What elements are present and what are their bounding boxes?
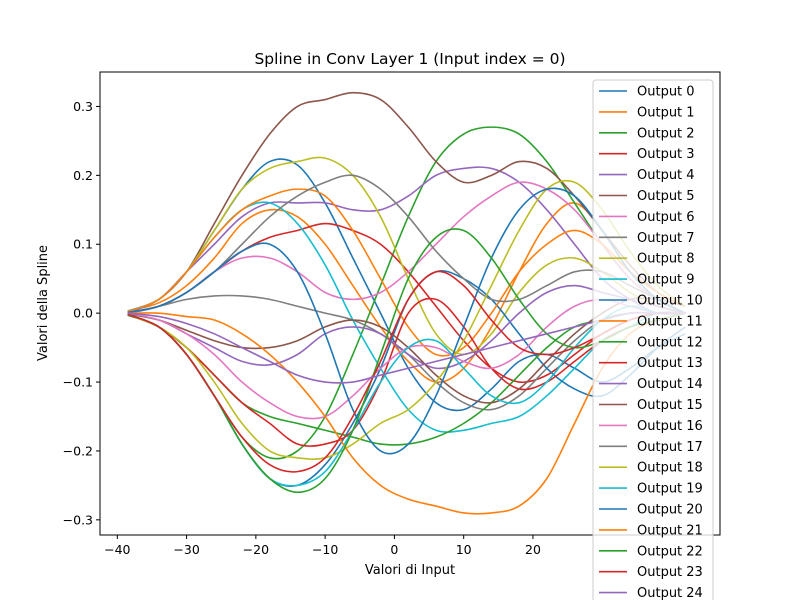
series-line-20	[127, 187, 686, 455]
legend-entry: Output 4	[637, 168, 695, 183]
y-axis: −0.3 −0.2 −0.1 0.0 0.1 0.2 0.3	[63, 99, 100, 527]
legend-entry: Output 5	[637, 189, 695, 204]
legend-entry: Output 11	[637, 314, 703, 329]
legend-entry: Output 18	[637, 461, 703, 476]
y-tick-label: −0.3	[63, 512, 93, 527]
legend-entry: Output 17	[637, 440, 703, 455]
legend-entry: Output 24	[637, 586, 703, 600]
x-tick-label: 20	[525, 542, 541, 557]
y-axis-label: Valori della Spline	[36, 245, 51, 361]
plot-frame	[99, 71, 721, 536]
legend-entry: Output 22	[637, 544, 703, 559]
legend-entry: Output 14	[637, 377, 703, 392]
legend-box	[592, 79, 714, 600]
legend-entry: Output 21	[637, 523, 703, 538]
legend-entry: Output 16	[637, 419, 703, 434]
legend-entry: Output 23	[637, 565, 703, 580]
x-tick-label: −10	[312, 542, 338, 557]
x-tick-label: −30	[173, 542, 199, 557]
legend-entry: Output 15	[637, 398, 703, 413]
legend-entry: Output 2	[637, 126, 695, 141]
legend-entry: Output 0	[637, 85, 695, 100]
x-tick-label: −20	[243, 542, 269, 557]
legend: Output 0 Output 1 Output 2 Output 3 Output 4…	[592, 79, 714, 600]
y-tick-label: −0.2	[63, 443, 93, 458]
legend-entry: Output 8	[637, 252, 695, 267]
legend-entry: Output 9	[637, 273, 695, 288]
x-axis: −40 −30 −20 −10 0 10 20	[104, 535, 541, 557]
x-tick-label: −40	[104, 542, 130, 557]
y-tick-label: 0.1	[73, 237, 93, 252]
legend-entry: Output 7	[637, 231, 695, 246]
legend-entry: Output 6	[637, 210, 695, 225]
legend-entry: Output 12	[637, 335, 703, 350]
legend-entry: Output 3	[637, 147, 695, 162]
legend-entry: Output 1	[637, 105, 695, 120]
y-tick-label: 0.3	[73, 99, 93, 114]
legend-entry: Output 13	[637, 356, 703, 371]
legend-entry: Output 19	[637, 482, 703, 497]
x-tick-label: 10	[456, 542, 472, 557]
chart-title: Spline in Conv Layer 1 (Input index = 0)	[254, 50, 565, 68]
y-tick-label: 0.2	[73, 168, 93, 183]
x-axis-label: Valori di Input	[365, 563, 455, 578]
y-tick-label: −0.1	[63, 375, 93, 390]
x-tick-label: 0	[390, 542, 398, 557]
legend-entry: Output 10	[637, 294, 703, 309]
y-tick-label: 0.0	[73, 306, 93, 321]
legend-entry: Output 20	[637, 503, 703, 518]
